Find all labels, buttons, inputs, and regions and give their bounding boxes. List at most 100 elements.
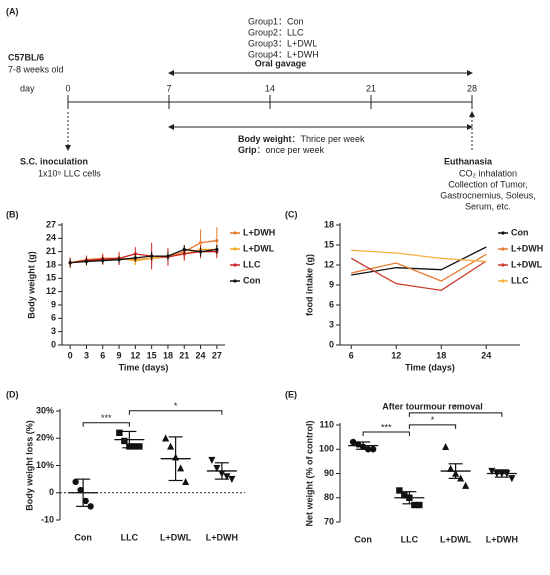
point [101, 258, 105, 263]
legend-label: Con [511, 227, 529, 237]
point [72, 478, 79, 486]
point [401, 492, 408, 499]
significance-bracket [362, 431, 410, 436]
legend-label: LLC [511, 275, 529, 285]
significance-bracket [408, 424, 457, 429]
x-tick-label: 9 [117, 350, 122, 360]
euthanasia-text: Collection of Tumor, [448, 179, 528, 189]
y-tick-label: 3 [329, 319, 334, 329]
x-tick-label: L+DWH [486, 534, 518, 544]
y-tick-label: 0 [49, 487, 54, 497]
point [136, 443, 143, 450]
day-tick-label: 0 [65, 83, 70, 93]
point [369, 446, 377, 453]
point [166, 254, 170, 258]
point [411, 501, 418, 509]
x-tick-label: Con [74, 532, 92, 542]
euthanasia-text: Gastrocnemius, Soleus, [440, 190, 536, 200]
y-tick-label: -10 [41, 514, 54, 524]
x-tick-label: 12 [130, 350, 140, 360]
series-line [350, 257, 487, 292]
y-tick-label: 15 [46, 273, 56, 283]
gavage-label: Oral gavage [255, 58, 307, 68]
point [198, 250, 203, 254]
y-tick-label: 24 [46, 233, 56, 243]
x-tick-label: L+DWL [160, 532, 192, 542]
day-label: day [20, 83, 35, 93]
measure-text: Body weight：Thrice per week [238, 134, 365, 144]
y-tick-label: 21 [46, 246, 56, 256]
y-tick-label: 27 [46, 219, 56, 229]
legend-swatch-dot [233, 263, 237, 267]
y-tick-label: 20% [36, 433, 54, 443]
day-tick-label: 14 [265, 83, 275, 93]
strain: C57BL/6 [8, 52, 44, 62]
group-label: Group3：L+DWL [248, 38, 317, 48]
x-tick-label: 6 [349, 350, 354, 360]
y-tick-label: 110 [319, 419, 334, 429]
point [215, 247, 219, 252]
x-tick-label: 0 [68, 350, 73, 360]
point [133, 252, 137, 256]
point [117, 258, 121, 262]
x-axis-title: Time (days) [405, 362, 455, 372]
panel-label: (E) [285, 389, 297, 399]
y-axis-title: food intake (g) [304, 254, 314, 316]
y-tick-label: 80 [324, 492, 334, 502]
legend-swatch-dot [501, 263, 505, 267]
significance-bracket [82, 422, 130, 427]
day-tick-label: 28 [467, 83, 477, 93]
point [488, 467, 496, 475]
y-tick-label: 70 [324, 516, 334, 526]
day-tick-label: 7 [166, 83, 171, 93]
series-line [70, 248, 217, 264]
point [208, 456, 216, 464]
group-label: Group2：LLC [248, 27, 304, 37]
x-axis-title: Time (days) [119, 362, 169, 372]
y-axis-title: Net weight (% of control) [304, 421, 314, 527]
legend-swatch-dot [501, 279, 505, 283]
x-tick-label: 21 [179, 350, 189, 360]
euthanasia-title: Euthanasia [444, 156, 493, 166]
x-tick-label: 6 [100, 350, 105, 360]
point [182, 478, 190, 486]
y-tick-label: 0 [51, 339, 56, 349]
y-tick-label: 15 [324, 239, 334, 249]
panel-label: (A) [6, 6, 19, 16]
point [150, 254, 154, 258]
point [215, 238, 219, 243]
significance-label: * [431, 415, 435, 425]
point [68, 261, 72, 265]
measure-freq: ：Thrice per week [292, 134, 366, 144]
euthanasia-text: CO₂ inhalation [459, 168, 517, 178]
x-tick-label: 15 [147, 350, 157, 360]
point [131, 443, 138, 450]
group-label: Group4：L+DWH [248, 49, 319, 59]
x-tick-label: Con [354, 534, 372, 544]
significance-bracket [128, 410, 223, 415]
legend-swatch-dot [501, 247, 505, 251]
y-tick-label: 12 [46, 286, 56, 296]
point [213, 465, 221, 473]
y-axis-title: Body weight (g) [26, 251, 36, 319]
legend-label: LLC [243, 259, 261, 269]
significance-label: *** [381, 422, 392, 432]
legend-swatch-dot [233, 279, 237, 283]
x-tick-label: 27 [212, 350, 222, 360]
legend-label: L+DWH [511, 243, 543, 253]
x-tick-label: 24 [196, 350, 206, 360]
legend-label: L+DWL [511, 259, 543, 269]
point [416, 501, 423, 509]
y-tick-label: 12 [324, 259, 334, 269]
y-tick-label: 30% [36, 405, 54, 415]
point [84, 259, 89, 264]
point [87, 503, 94, 510]
point [82, 497, 89, 505]
legend-swatch-dot [501, 231, 505, 235]
y-tick-label: 6 [51, 313, 56, 323]
significance-label: * [454, 403, 458, 413]
series-line [351, 249, 487, 263]
panel-label: (C) [285, 209, 298, 219]
point [442, 442, 450, 451]
